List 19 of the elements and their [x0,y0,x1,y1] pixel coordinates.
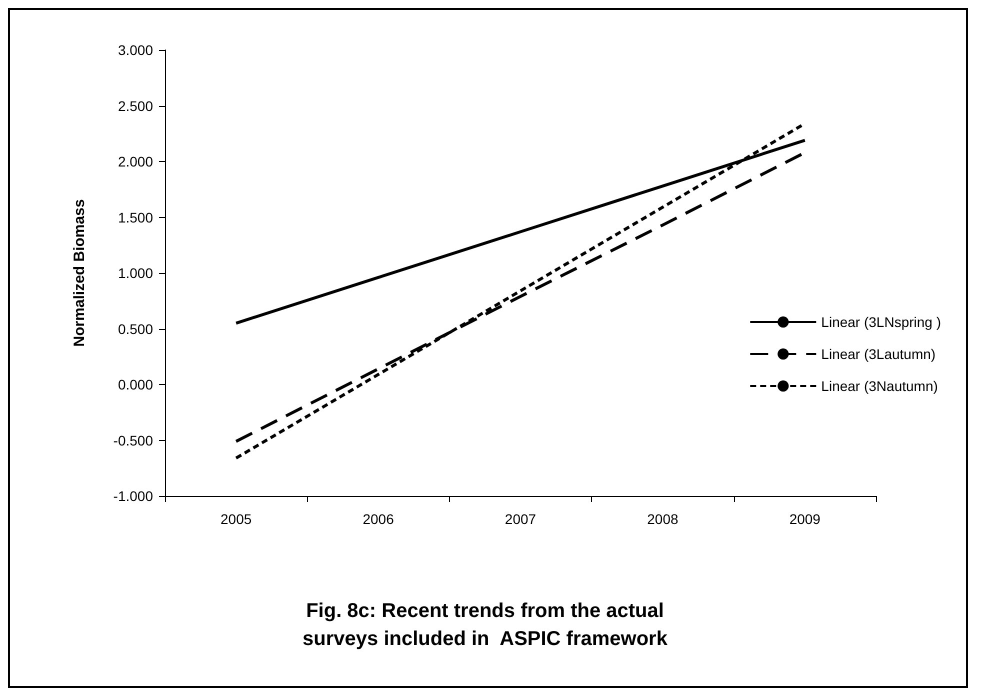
legend-label: Linear (3Nautumn) [821,378,938,394]
y-tick-label: 0.500 [118,320,154,337]
y-tick-label: 2.500 [118,98,154,114]
y-tick-label: -1.000 [113,488,154,504]
y-tick-label: 1.500 [118,209,154,226]
legend-label: Linear (3LNspring ) [821,314,942,330]
x-tick-label: 2005 [220,511,252,527]
x-tick-label: 2007 [504,511,536,527]
x-tick-label: 2009 [789,511,821,527]
legend-label: Linear (3Lautumn) [821,346,936,362]
y-tick-label: 3.000 [118,42,154,58]
x-tick-label: 2008 [647,511,678,527]
text: Fig. 8c: Recent trends from the actual surveys included in ASPIC framework [302,600,668,650]
y-tick-label: 1.000 [118,265,154,281]
x-tick-label: 2006 [362,511,394,527]
y-tick-label: 0.000 [118,376,154,392]
y-tick-label: -0.500 [113,432,154,448]
y-axis-title: Normalized Biomass [71,199,88,347]
y-tick-label: 2.000 [118,154,154,170]
